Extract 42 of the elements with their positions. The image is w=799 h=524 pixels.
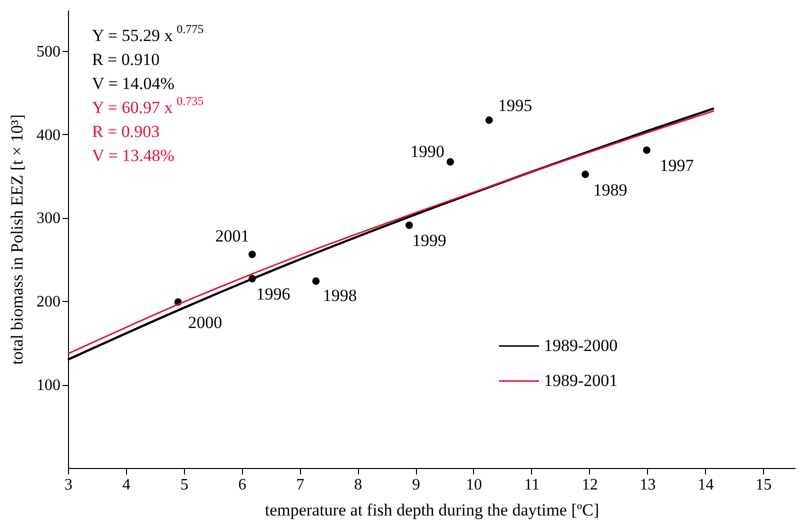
annotation: 2000 [188,312,222,332]
y-tick-label: 100 [36,377,60,394]
x-axis-title: temperature at fish depth during the daytime [ºC] [264,500,600,520]
legend-label: 1989-2001 [544,371,618,390]
x-tick-label: 15 [756,476,772,494]
annotation: 1997 [660,156,694,176]
annotation: 1989 [593,180,628,200]
x-tick-label: 12 [582,476,598,494]
point [642,146,650,154]
x-tick-label: 5 [180,476,188,494]
x-tick-label: 9 [412,476,420,494]
annotation: V = 14.04% [92,74,174,93]
annotation: 2001 [215,226,250,246]
point [485,116,493,124]
x-tick-label: 8 [354,476,362,494]
y-tick-label: 300 [36,210,60,228]
x-tick-label: 11 [524,476,540,494]
point [582,170,590,178]
y-tick-label: 200 [36,294,60,311]
y-tick-label: 400 [36,126,60,144]
annotation: 1996 [256,284,290,304]
annotation: 1995 [498,96,532,116]
annotation: 1998 [322,286,357,306]
x-tick-label: 4 [122,476,130,494]
annotation: 1990 [410,142,444,161]
point [405,222,413,229]
x-tick-label: 6 [238,476,246,494]
x-tick-label: 13 [640,476,656,494]
annotation: V = 13.48% [92,146,174,165]
x-tick-label: 10 [466,476,482,494]
x-tick-label: 14 [698,476,714,494]
annotation: R = 0.910 [92,50,160,69]
x-tick-label: 7 [296,476,304,494]
point [312,277,320,285]
annotation: 1999 [412,231,446,250]
annotation: R = 0.903 [92,122,160,141]
y-axis-title: total biomass in Polish EEZ [t × 10³] [8,114,26,365]
legend-label: 1989-2000 [544,336,618,355]
point [248,250,256,258]
point [446,158,454,166]
x-tick-label: 3 [64,476,72,494]
y-tick-label: 500 [36,43,60,60]
